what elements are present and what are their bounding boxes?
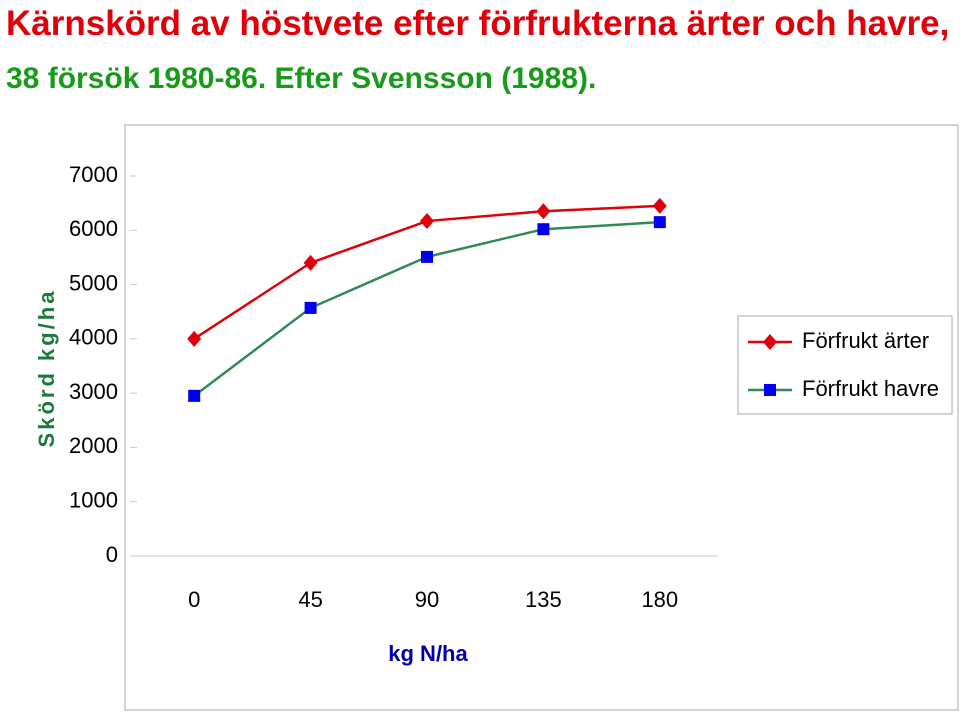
series-line: [193, 220, 660, 397]
data-point: [303, 254, 318, 271]
data-point: [537, 223, 550, 236]
y-tick-label: 0: [106, 542, 118, 567]
y-axis-label: Skörd kg/ha: [34, 289, 59, 448]
y-tick-label: 1000: [69, 488, 118, 513]
y-tick-label: 2000: [69, 433, 118, 458]
legend-marker: [763, 334, 777, 350]
x-tick-label: 45: [298, 587, 322, 612]
y-tick-label: 4000: [69, 325, 118, 350]
legend-box: [737, 315, 953, 415]
title-block: Kärnskörd av höstvete efter förfrukterna…: [6, 0, 956, 108]
data-point: [188, 389, 201, 402]
chart-frame: [124, 124, 959, 711]
y-tick-label: 5000: [69, 270, 118, 295]
legend-marker: [764, 384, 776, 396]
data-point: [421, 250, 433, 263]
x-tick-label: 0: [188, 587, 200, 612]
x-tick-label: 90: [415, 587, 439, 612]
data-point: [652, 197, 667, 214]
y-tick-label: 3000: [69, 379, 118, 404]
x-axis-label: kg N/ha: [388, 641, 468, 666]
y-tick-label: 6000: [69, 216, 118, 241]
data-point: [420, 213, 434, 230]
legend-label: Förfrukt ärter: [802, 328, 929, 353]
legend-label: Förfrukt havre: [802, 376, 939, 401]
data-point: [653, 216, 666, 229]
data-point: [187, 330, 202, 347]
x-tick-label: 135: [525, 587, 562, 612]
y-tick-label: 7000: [69, 162, 118, 187]
data-point: [536, 203, 551, 220]
chart-title: Kärnskörd av höstvete efter förfrukterna…: [6, 4, 950, 43]
x-tick-label: 180: [641, 587, 678, 612]
chart-subtitle: 38 försök 1980-86. Efter Svensson (1988)…: [6, 62, 597, 95]
data-point: [304, 301, 317, 314]
